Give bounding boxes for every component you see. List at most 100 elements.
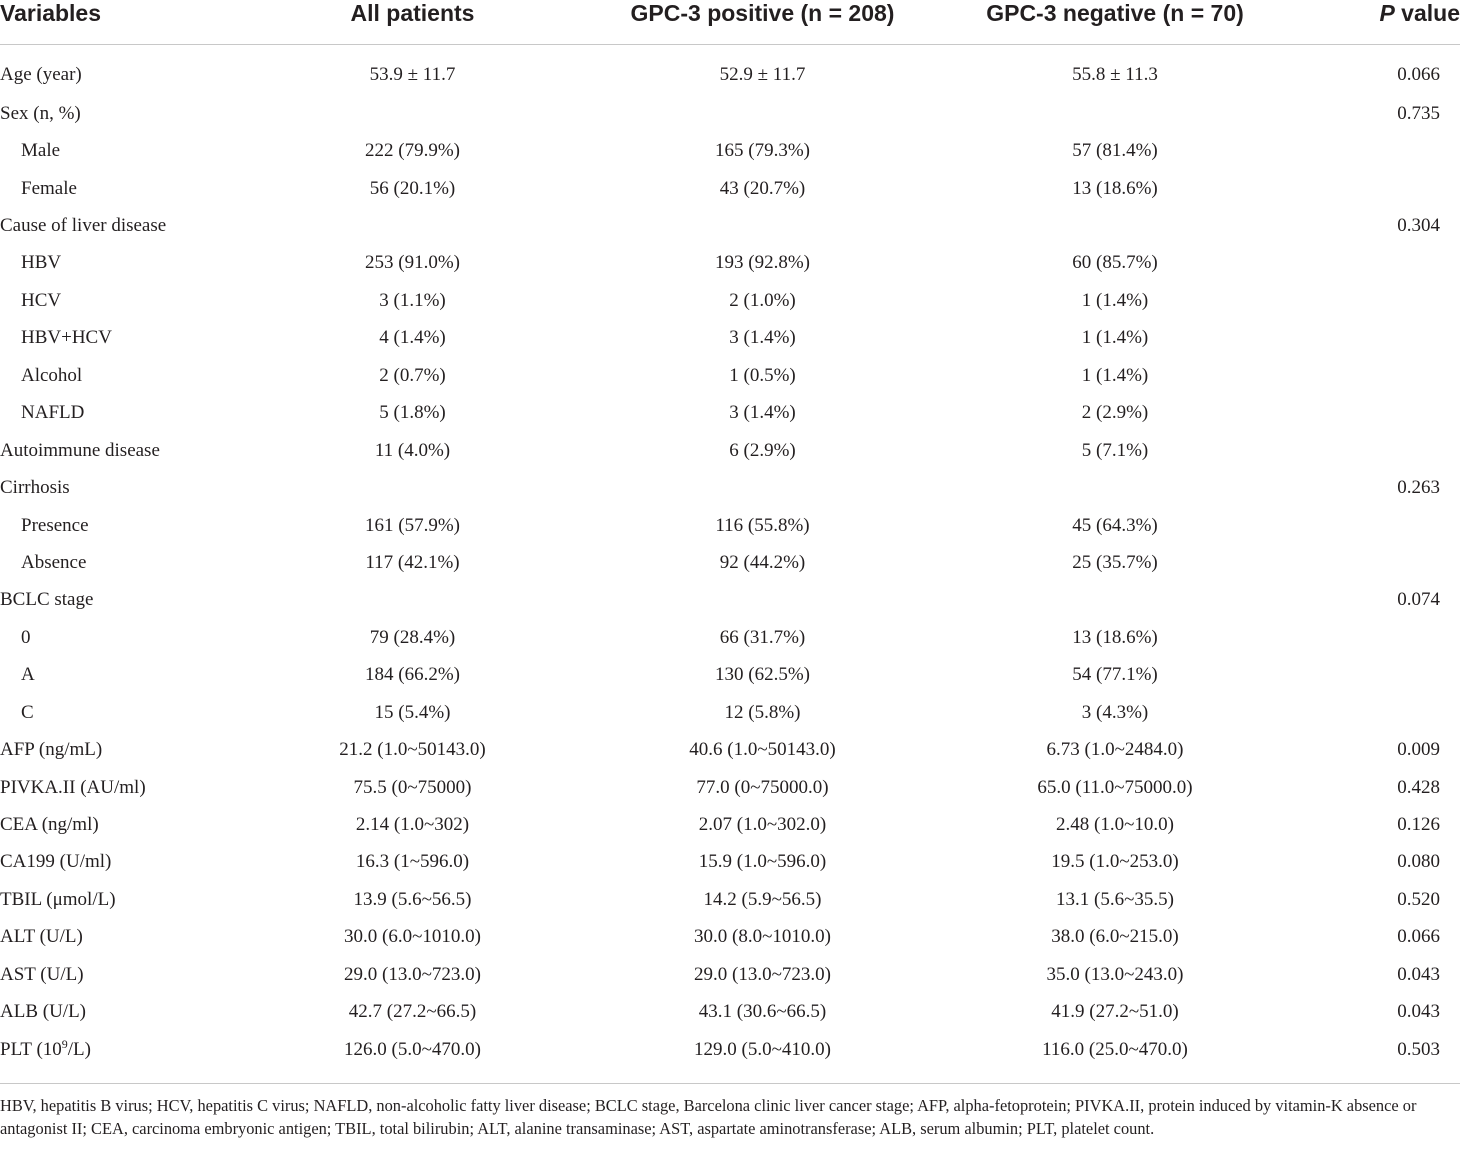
table-row: C 15 (5.4%) 12 (5.8%) 3 (4.3%) xyxy=(0,694,1460,731)
cell-positive: 130 (62.5%) xyxy=(715,664,810,686)
cell-positive xyxy=(575,582,920,619)
header-p-italic: P xyxy=(1379,0,1395,26)
cell-all: 161 (57.9%) xyxy=(365,514,460,536)
table-row: A 184 (66.2%) 130 (62.5%) 54 (77.1%) xyxy=(0,657,1460,694)
row-label: 0 xyxy=(21,626,31,648)
header-all-patients: All patients xyxy=(230,0,575,45)
row-label: Autoimmune disease xyxy=(0,439,160,461)
cell-positive: 6 (2.9%) xyxy=(729,439,796,461)
cell-positive: 29.0 (13.0~723.0) xyxy=(694,963,831,985)
cell-positive: 165 (79.3%) xyxy=(715,140,810,162)
row-label: Absence xyxy=(21,551,87,573)
cell-p-value: 0.074 xyxy=(1397,589,1440,611)
cell-all: 13.9 (5.6~56.5) xyxy=(353,888,472,910)
cell-p-value xyxy=(1290,245,1460,282)
cell-positive: 66 (31.7%) xyxy=(719,626,806,648)
table-row: 0 79 (28.4%) 66 (31.7%) 13 (18.6%) xyxy=(0,619,1460,656)
cell-negative: 19.5 (1.0~253.0) xyxy=(1051,851,1179,873)
cell-negative: 116.0 (25.0~470.0) xyxy=(1042,1038,1188,1060)
cell-positive: 2.07 (1.0~302.0) xyxy=(698,814,827,836)
table-row: AFP (ng/mL) 21.2 (1.0~50143.0) 40.6 (1.0~5… xyxy=(0,731,1460,768)
cell-all: 2 (0.7%) xyxy=(379,364,446,386)
row-label: AST (U/L) xyxy=(0,963,84,985)
table-row: Absence 117 (42.1%) 92 (44.2%) 25 (35.7%) xyxy=(0,544,1460,581)
cell-all: 184 (66.2%) xyxy=(365,664,460,686)
cell-negative xyxy=(920,207,1290,244)
table-row: Autoimmune disease 11 (4.0%) 6 (2.9%) 5 (7.… xyxy=(0,432,1460,469)
cell-p-value xyxy=(1290,395,1460,432)
cell-positive: 92 (44.2%) xyxy=(719,551,806,573)
table-row: Age (year) 53.9 ± 11.7 52.9 ± 11.7 55.8 ± 1… xyxy=(0,45,1460,96)
cell-p-value xyxy=(1290,170,1460,207)
footer-divider xyxy=(0,1083,1460,1084)
cell-p-value: 0.066 xyxy=(1397,64,1440,85)
row-label: A xyxy=(21,664,35,686)
row-label: BCLC stage xyxy=(0,589,94,611)
table-row: Cirrhosis 0.263 xyxy=(0,469,1460,506)
cell-p-value: 0.735 xyxy=(1397,102,1440,124)
row-label: C xyxy=(21,701,34,723)
cell-all: 222 (79.9%) xyxy=(365,140,460,162)
row-label: HCV xyxy=(21,289,62,311)
cell-all: 75.5 (0~75000) xyxy=(353,776,472,798)
row-label: AFP (ng/mL) xyxy=(0,739,103,761)
cell-all: 253 (91.0%) xyxy=(365,252,460,274)
cell-negative: 1 (1.4%) xyxy=(1081,289,1149,311)
cell-p-value xyxy=(1290,282,1460,319)
cell-p-value xyxy=(1290,507,1460,544)
cell-positive: 30.0 (8.0~1010.0) xyxy=(694,926,831,948)
row-label: Age (year) xyxy=(0,64,82,85)
table-row: NAFLD 5 (1.8%) 3 (1.4%) 2 (2.9%) xyxy=(0,395,1460,432)
cell-all: 15 (5.4%) xyxy=(374,701,451,723)
cell-positive: 77.0 (0~75000.0) xyxy=(696,776,829,798)
cell-p-value xyxy=(1290,132,1460,169)
cell-negative: 38.0 (6.0~215.0) xyxy=(1051,926,1179,948)
cell-p-value xyxy=(1290,657,1460,694)
cell-all: 5 (1.8%) xyxy=(379,402,446,424)
cell-p-value: 0.043 xyxy=(1397,1001,1440,1023)
cell-all: 2.14 (1.0~302) xyxy=(355,814,470,836)
cell-all: 126.0 (5.0~470.0) xyxy=(344,1038,481,1060)
cell-all xyxy=(230,469,575,506)
table-row: Sex (n, %) 0.735 xyxy=(0,95,1460,132)
header-gpc3-positive: GPC-3 positive (n = 208) xyxy=(575,0,920,45)
cell-p-value: 0.080 xyxy=(1397,851,1440,873)
cell-positive: 40.6 (1.0~50143.0) xyxy=(689,739,836,761)
cell-negative: 2.48 (1.0~10.0) xyxy=(1056,814,1174,836)
cell-all: 56 (20.1%) xyxy=(369,177,456,199)
table-row: PIVKA.II (AU/ml) 75.5 (0~75000) 77.0 (0~75… xyxy=(0,769,1460,806)
cell-negative: 2 (2.9%) xyxy=(1081,402,1149,424)
header-row: Variables All patients GPC-3 positive (n… xyxy=(0,0,1460,45)
header-variables: Variables xyxy=(0,0,230,45)
table-row: Cause of liver disease 0.304 xyxy=(0,207,1460,244)
table-row: ALT (U/L) 30.0 (6.0~1010.0) 30.0 (8.0~1010… xyxy=(0,919,1460,956)
cell-p-value xyxy=(1290,544,1460,581)
cell-positive: 116 (55.8%) xyxy=(715,514,810,536)
cell-positive xyxy=(575,469,920,506)
row-label: NAFLD xyxy=(21,402,85,424)
cell-positive xyxy=(575,95,920,132)
cell-negative: 6.73 (1.0~2484.0) xyxy=(1046,739,1184,761)
header-p-value: P value xyxy=(1290,0,1460,45)
cell-positive: 15.9 (1.0~596.0) xyxy=(698,851,827,873)
table-row: Alcohol 2 (0.7%) 1 (0.5%) 1 (1.4%) xyxy=(0,357,1460,394)
header-gpc3-negative: GPC-3 negative (n = 70) xyxy=(920,0,1290,45)
cell-positive: 43.1 (30.6~66.5) xyxy=(698,1001,827,1023)
cell-positive: 129.0 (5.0~410.0) xyxy=(694,1038,831,1060)
cell-all xyxy=(230,207,575,244)
cell-positive: 14.2 (5.9~56.5) xyxy=(703,888,822,910)
row-label: Male xyxy=(21,140,61,162)
cell-all xyxy=(230,95,575,132)
cell-positive: 3 (1.4%) xyxy=(729,327,796,349)
cell-all: 3 (1.1%) xyxy=(379,289,446,311)
table-row-plt: PLT (109/L) 126.0 (5.0~470.0) 129.0 (5.0… xyxy=(0,1031,1460,1080)
table-footnote: HBV, hepatitis B virus; HCV, hepatitis C… xyxy=(0,1096,1417,1138)
cell-p-value: 0.126 xyxy=(1397,814,1440,836)
cell-positive: 43 (20.7%) xyxy=(719,177,806,199)
table-row: BCLC stage 0.074 xyxy=(0,582,1460,619)
cell-p-value: 0.304 xyxy=(1397,215,1440,237)
cell-positive xyxy=(575,207,920,244)
cell-negative: 65.0 (11.0~75000.0) xyxy=(1037,776,1193,798)
cell-negative: 5 (7.1%) xyxy=(1081,439,1149,461)
row-label: CEA (ng/ml) xyxy=(0,814,99,836)
